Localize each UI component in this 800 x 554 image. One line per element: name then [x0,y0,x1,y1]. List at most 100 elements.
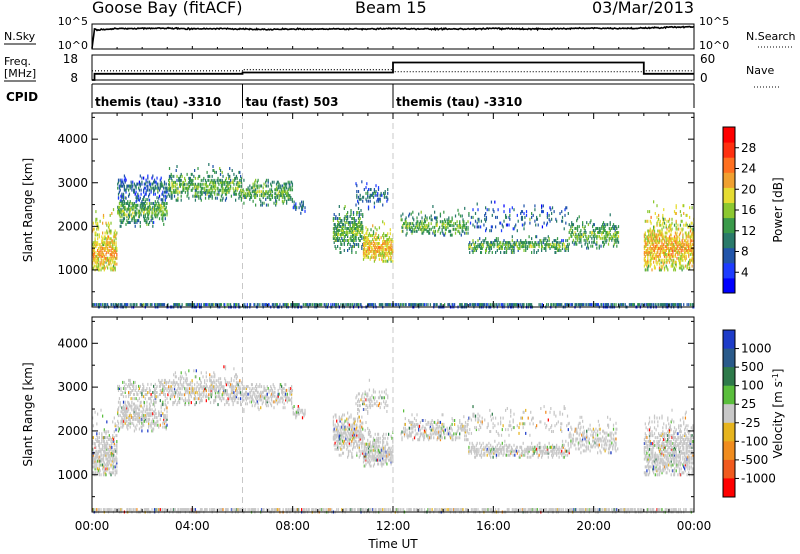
power-cell [416,225,418,229]
power-cell [500,251,502,254]
power-cell [355,303,357,307]
power-cell [546,239,549,243]
power-cell [143,202,145,205]
power-cell [368,251,371,255]
power-cell [231,180,233,184]
power-cell [197,184,199,188]
power-cell [342,239,344,242]
power-cell [474,219,477,223]
power-cell [121,207,123,211]
power-cell [647,266,649,270]
power-cell [413,218,415,222]
power-cell [678,256,680,260]
power-cell [408,225,411,229]
power-cell [168,167,171,170]
power-cell [363,242,365,245]
power-cell [439,231,442,235]
power-cell [108,262,110,266]
power-cell [135,211,137,215]
power-cell [668,217,671,221]
power-cell [650,303,652,307]
power-cell [436,303,438,307]
power-cell [624,303,626,307]
power-cell [421,231,423,235]
power-cell [256,184,258,188]
power-cell [377,188,380,191]
power-cell [133,303,136,307]
power-cell [156,207,158,211]
power-cell [267,203,269,207]
velocity-cell [133,429,136,433]
power-cell [323,303,325,307]
power-cell [676,303,678,307]
power-cell [128,217,130,221]
power-cell [614,231,616,234]
power-cell [148,205,151,209]
power-cell [143,188,145,192]
power-cell [168,188,171,192]
power-cell [650,235,652,239]
power-cell [361,225,363,228]
power-cell [295,208,297,211]
power-cell [346,221,348,224]
power-cell [662,260,664,264]
power-cell [189,178,192,182]
power-cell [170,176,172,180]
power-cell [240,180,243,184]
power-cell [138,209,141,213]
velocity-cell [106,461,108,465]
power-cell [296,303,298,307]
power-cell [286,303,288,307]
power-cell [605,240,607,244]
power-cell [684,247,686,250]
velocity-cell [152,421,154,425]
power-cell [633,303,636,307]
velocity-cell [104,447,106,451]
power-cell [146,221,148,224]
power-cell [521,215,524,219]
power-cell [302,202,304,206]
power-cell [368,247,371,251]
power-cell [100,303,102,307]
power-cell [278,186,280,190]
power-cell [500,247,503,250]
power-cell [364,236,366,240]
power-cell [162,184,164,188]
power-cell [97,249,99,252]
power-cell [111,252,113,256]
power-cell [389,303,391,307]
power-cell [514,243,516,247]
power-cell [389,238,391,242]
power-cell [578,236,580,240]
power-cell [275,182,278,186]
power-cell [147,207,149,211]
power-cell [611,227,613,230]
power-cell [309,303,311,307]
power-cell [598,246,600,250]
power-cell [674,212,677,215]
power-cell [548,243,550,247]
power-cell [637,303,639,307]
power-cell [652,239,654,243]
power-cell [525,210,528,214]
power-cell [102,303,104,307]
power-cell [112,266,114,270]
power-cell [240,190,243,194]
power-cell [596,227,598,230]
power-cell [96,223,98,227]
power-cell [575,236,577,240]
power-cell [250,186,253,190]
power-cell [429,231,431,235]
power-cell [655,256,657,260]
power-cell [519,247,521,250]
power-cell [681,241,683,245]
power-cell [121,202,123,205]
power-cell [531,237,533,241]
power-cell [459,303,461,307]
power-cell [128,192,131,196]
power-cell [617,231,620,234]
power-cell [295,206,297,210]
power-cell [193,174,195,178]
power-cell [111,247,113,250]
power-cell [390,255,392,259]
